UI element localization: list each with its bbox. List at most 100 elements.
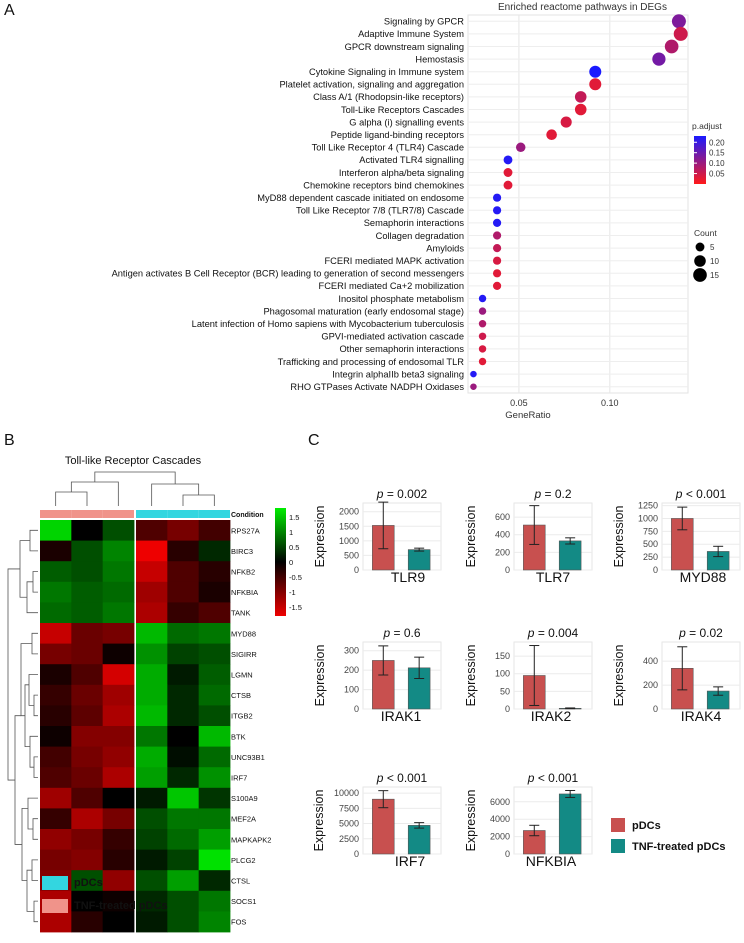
heatmap-gene-label: SIGIRR <box>231 650 257 659</box>
heatmap-cell <box>71 561 104 583</box>
dotplot-size-legend-label-0: 5 <box>710 243 715 252</box>
barplot-ytick-label: 500 <box>643 539 658 549</box>
barplot-tlr7: 0 200 400 600 p = 0.2 TLR7 Expression <box>464 487 593 585</box>
heatmap-cell <box>102 540 135 562</box>
barplot-ytick-label: 600 <box>495 512 510 522</box>
dotplot-pathway-label: Peptide ligand-binding receptors <box>331 130 465 140</box>
dotplot-point <box>492 231 502 240</box>
dotplot-point <box>664 39 679 54</box>
heatmap-cell <box>71 623 104 644</box>
heatmap-cell <box>40 643 72 665</box>
heatmap-col-branch <box>55 491 88 506</box>
barplot-pvalue-text: = 0.002 <box>383 487 427 501</box>
barplot-bar <box>558 540 582 571</box>
heatmap-cell <box>198 890 231 912</box>
dotplot-xlabel: GeneRatio <box>505 410 550 421</box>
dotplot-pathway-label: Antigen activates B Cell Receptor (BCR) … <box>112 269 465 279</box>
heatmap-cell <box>167 726 200 747</box>
dotplot-point <box>560 116 572 128</box>
dotplot-colorbar-tick-label-1: 0.15 <box>709 149 725 158</box>
heatmap-cell <box>198 561 231 583</box>
dotplot-colorbar-title: p.adjust <box>692 121 722 131</box>
heatmap-cell <box>102 911 135 933</box>
barplot-gene-label: MYD88 <box>680 569 727 585</box>
heatmap-condition-cell <box>198 510 230 518</box>
heatmap-cell <box>198 849 231 871</box>
heatmap-row-branch <box>7 568 20 781</box>
heatmap-cell <box>136 705 168 727</box>
heatmap-cell <box>71 540 104 562</box>
heatmap-cell <box>40 746 72 768</box>
dotplot-point <box>546 129 557 141</box>
heatmap-cell <box>198 746 231 768</box>
heatmap-cell <box>136 849 168 871</box>
barplot-gene-label: TLR7 <box>536 569 570 585</box>
barplot-gene-label: IRAK2 <box>531 708 572 724</box>
heatmap-cell <box>102 767 135 789</box>
heatmap-cell <box>167 602 200 624</box>
barplot-irak1: 0 100 200 300 p = 0.6 IRAK1 Expression <box>313 626 442 724</box>
heatmap-cell <box>40 787 72 809</box>
heatmap-cell <box>71 602 104 624</box>
heatmap-cell <box>136 540 168 562</box>
dotplot-point <box>574 91 587 103</box>
barplot-ytick-label: 0 <box>354 565 359 575</box>
barplot-pvalue-symbol: p <box>533 487 541 501</box>
barplot-ytick-label: 2500 <box>339 834 359 844</box>
heatmap-colorkey-label-0: 1.5 <box>289 513 299 522</box>
barplot-ylabel: Expression <box>612 506 626 568</box>
heatmap-row-branch <box>33 756 38 778</box>
heatmap-cell <box>71 787 104 809</box>
heatmap-row-branch <box>20 643 32 717</box>
heatmap-colorkey-label-3: 0 <box>289 558 293 567</box>
barplot-ytick-label: 150 <box>495 651 510 661</box>
barplot-ytick-label: 7500 <box>339 803 359 813</box>
dotplot-point <box>470 370 477 378</box>
heatmap-cell <box>71 849 104 871</box>
heatmap-gene-label: MAPKAPK2 <box>231 835 271 844</box>
barplot-ylabel: Expression <box>464 645 478 707</box>
barplot-gene-label: IRAK1 <box>381 708 422 724</box>
heatmap-cell <box>102 602 135 624</box>
dotplot-pathway-label: FCERI mediated MAPK activation <box>324 256 464 266</box>
dotplot-colorbar-tick-label-3: 0.05 <box>709 170 725 179</box>
dotplot-pathway-label: Class A/1 (Rhodopsin-like receptors) <box>313 92 464 102</box>
heatmap-gene-label: IRF7 <box>231 774 247 783</box>
barplot-gene-label: NFKBIA <box>526 853 577 869</box>
barplot-pvalue-symbol: p <box>678 626 686 640</box>
heatmap-gene-label: ITGB2 <box>231 712 253 721</box>
heatmap-cell <box>71 746 104 768</box>
barplot-pvalue-text: = 0.02 <box>686 626 723 640</box>
barplot-ytick-label: 250 <box>643 552 658 562</box>
dotplot-pathway-label: Hemostasis <box>415 54 464 64</box>
heatmap-condition-cell <box>102 510 134 518</box>
heatmap-row-branch <box>21 808 28 881</box>
barplot-ylabel: Expression <box>313 506 327 568</box>
heatmap-cell <box>71 684 104 706</box>
barplot-ytick-label: 2000 <box>339 507 359 517</box>
dotplot-size-legend-label-2: 15 <box>710 271 719 280</box>
heatmap-cell <box>40 684 72 706</box>
dotplot-panel-bg <box>467 14 689 394</box>
barplot-ytick-label: 1000 <box>638 513 658 523</box>
heatmap-cell <box>198 787 231 809</box>
dotplot-pathway-label: G alpha (i) signalling events <box>349 117 464 127</box>
dotplot-pathway-label: Integrin alphaIIb beta3 signaling <box>332 369 464 379</box>
heatmap-row-branch <box>29 529 38 552</box>
barplot-pvalue: p < 0.001 <box>376 771 428 785</box>
barplot-gene-label: IRAK4 <box>681 708 722 724</box>
heatmap-cell <box>102 643 135 665</box>
barplot-ylabel: Expression <box>313 645 327 707</box>
heatmap-cell <box>136 808 168 830</box>
heatmap-cell <box>198 540 231 562</box>
dotplot-pathway-label: GPVI-mediated activation cascade <box>321 332 464 342</box>
dotplot-point <box>515 142 526 153</box>
barplot-pvalue: p < 0.001 <box>527 771 579 785</box>
heatmap-cell <box>102 870 135 892</box>
heatmap-cell <box>71 911 104 933</box>
heatmap-row-branch <box>29 735 38 768</box>
dotplot-size-legend-label-1: 10 <box>710 257 719 266</box>
heatmap-legend-tnf-swatch <box>42 899 68 913</box>
heatmap-cell <box>136 890 168 912</box>
heatmap-title: Toll-like Receptor Cascades <box>65 455 202 467</box>
